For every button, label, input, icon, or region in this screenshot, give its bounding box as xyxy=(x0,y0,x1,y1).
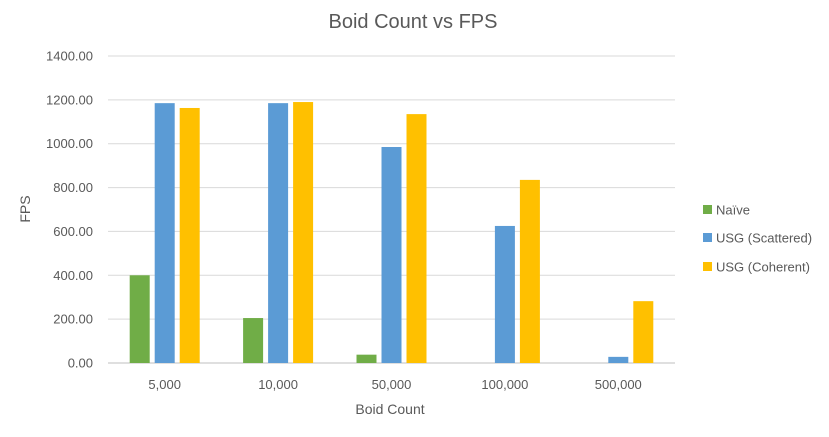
y-tick-label: 400.00 xyxy=(53,268,93,283)
legend-label: USG (Coherent) xyxy=(716,260,810,275)
bar-usg-coherent--1 xyxy=(293,102,314,364)
bar-usg-coherent--0 xyxy=(179,107,200,364)
legend-swatch xyxy=(703,233,712,242)
x-tick-label: 10,000 xyxy=(258,377,298,392)
bar-na-ve-1 xyxy=(243,318,264,363)
y-tick-label: 0.00 xyxy=(68,356,93,371)
x-tick-label: 100,000 xyxy=(481,377,528,392)
bar-usg-scattered--1 xyxy=(268,103,289,364)
legend-label: Naïve xyxy=(716,203,750,218)
chart-title: Boid Count vs FPS xyxy=(329,11,498,33)
y-tick-label: 1400.00 xyxy=(46,49,93,64)
bar-usg-coherent--3 xyxy=(519,179,540,363)
x-axis-ticks: 5,000 10,000 50,000 100,000 500,000 xyxy=(148,377,641,392)
legend: Naïve USG (Scattered) USG (Coherent) xyxy=(703,203,812,275)
y-tick-label: 800.00 xyxy=(53,180,93,195)
bars xyxy=(129,102,654,364)
x-tick-label: 50,000 xyxy=(372,377,412,392)
x-axis-label: Boid Count xyxy=(355,401,424,417)
bar-usg-coherent--4 xyxy=(633,301,654,363)
bar-usg-scattered--3 xyxy=(494,225,515,363)
bar-na-ve-0 xyxy=(129,275,150,363)
y-tick-label: 200.00 xyxy=(53,312,93,327)
x-tick-label: 5,000 xyxy=(148,377,181,392)
bar-usg-scattered--0 xyxy=(154,103,175,364)
bar-na-ve-2 xyxy=(356,354,377,363)
y-tick-label: 1000.00 xyxy=(46,136,93,151)
legend-label: USG (Scattered) xyxy=(716,231,812,246)
y-axis-ticks: 0.00 200.00 400.00 600.00 800.00 1000.00 1200.… xyxy=(46,49,93,371)
bar-usg-scattered--4 xyxy=(608,356,629,363)
y-tick-label: 600.00 xyxy=(53,224,93,239)
bar-usg-coherent--2 xyxy=(406,114,427,363)
legend-swatch xyxy=(703,205,712,214)
y-tick-label: 1200.00 xyxy=(46,92,93,107)
legend-swatch xyxy=(703,262,712,271)
x-tick-label: 500,000 xyxy=(595,377,642,392)
y-axis-label: FPS xyxy=(17,195,33,222)
bar-usg-scattered--2 xyxy=(381,147,402,363)
